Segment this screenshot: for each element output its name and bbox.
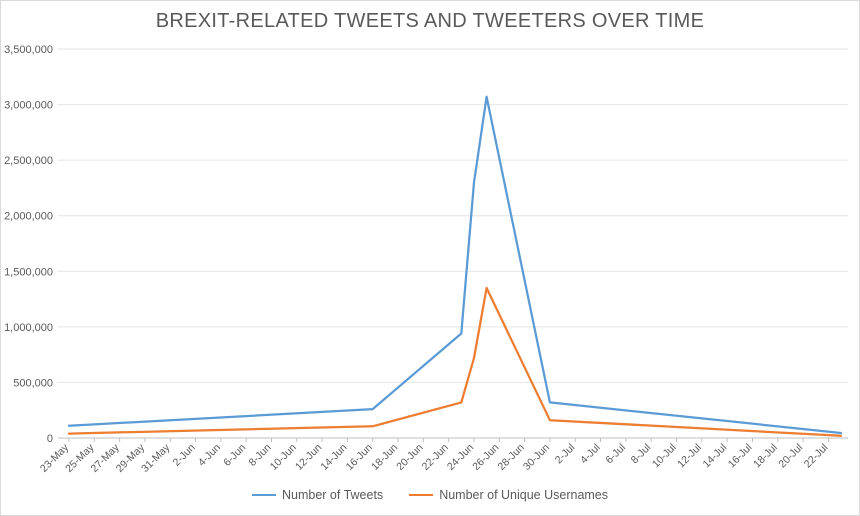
legend-item-tweets: Number of Tweets: [251, 488, 384, 502]
x-tick-label: 22-Jun: [420, 442, 451, 473]
chart-title: BREXIT-RELATED TWEETS AND TWEETERS OVER …: [155, 10, 705, 32]
legend-swatch-tweets: [251, 494, 276, 496]
x-tick-label: 12-Jun: [293, 442, 324, 473]
legend-label-tweets: Number of Tweets: [281, 488, 384, 502]
x-tick-label: 20-Jul: [776, 442, 805, 471]
x-tick-label: 31-May: [139, 441, 173, 475]
legend-item-usernames: Number of Unique Usernames: [409, 488, 608, 502]
x-tick-label: 28-Jun: [496, 442, 527, 473]
y-tick-label: 1,000,000: [4, 322, 53, 334]
series-lines: [67, 95, 843, 437]
x-tick-label: 4-Jul: [578, 442, 603, 467]
x-tick-label: 16-Jun: [344, 442, 375, 473]
x-tick-label: 6-Jul: [603, 442, 628, 467]
x-tick-label: 14-Jul: [701, 442, 730, 471]
y-tick-label: 2,500,000: [4, 155, 53, 167]
x-tick-label: 6-Jun: [221, 442, 248, 469]
x-tick-label: 30-Jun: [521, 442, 552, 473]
x-tick-label: 24-Jun: [445, 442, 476, 473]
gridlines: [58, 48, 848, 439]
x-tick-label: 10-Jul: [650, 442, 679, 471]
legend-label-usernames: Number of Unique Usernames: [439, 488, 609, 502]
x-tick-label: 12-Jul: [675, 442, 704, 471]
x-tick-label: 18-Jul: [751, 442, 780, 471]
x-tick-label: 4-Jun: [196, 442, 223, 469]
x-tick-label: 2-Jul: [553, 442, 578, 467]
y-tick-label: 3,000,000: [4, 100, 53, 112]
x-tick-label: 10-Jun: [268, 442, 299, 473]
x-tick-label: 22-Jul: [802, 442, 831, 471]
series-line-usernames: [67, 286, 843, 437]
x-tick-label: 14-Jun: [318, 442, 349, 473]
y-axis: 0 500,000 1,000,000 1,500,000 2,000,000 2,500…: [4, 44, 53, 445]
x-tick-label: 26-Jun: [470, 442, 501, 473]
x-tick-label: 20-Jun: [394, 442, 425, 473]
series-line-tweets: [67, 95, 843, 435]
legend-swatch-usernames: [409, 494, 434, 496]
y-tick-label: 2,000,000: [4, 211, 53, 223]
legend: Number of Tweets Number of Unique Userna…: [0, 488, 860, 502]
y-tick-label: 1,500,000: [4, 266, 53, 278]
x-tick-label: 18-Jun: [369, 442, 400, 473]
y-tick-label: 3,500,000: [4, 44, 53, 56]
y-tick-label: 0: [47, 433, 53, 445]
y-tick-label: 500,000: [13, 377, 53, 389]
x-axis: 23-May25-May27-May29-May31-May2-Jun4-Jun…: [38, 438, 831, 475]
x-tick-label: 2-Jun: [171, 442, 198, 469]
x-tick-label: 16-Jul: [726, 442, 755, 471]
